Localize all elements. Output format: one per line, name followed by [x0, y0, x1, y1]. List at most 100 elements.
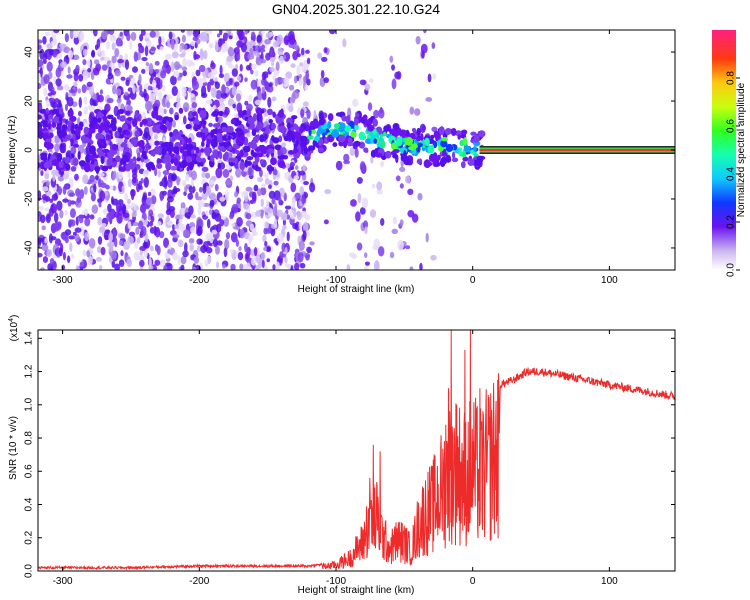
heatmap-cell — [40, 119, 48, 125]
heatmap-cell — [100, 134, 104, 140]
snr-x-label: Height of straight line (km) — [298, 585, 415, 596]
heatmap-cell — [338, 134, 346, 143]
heatmap-cell — [144, 100, 152, 111]
heatmap-cell — [198, 64, 206, 73]
heatmap-cell — [141, 145, 146, 151]
heatmap-cell — [359, 207, 366, 215]
heatmap-cell — [279, 125, 286, 134]
heatmap-cell — [189, 93, 195, 98]
heatmap-cell — [124, 91, 129, 96]
heatmap-cell — [376, 189, 383, 195]
heatmap-cell — [282, 132, 286, 138]
heatmap-cell — [239, 64, 243, 72]
heatmap-cell — [225, 179, 232, 186]
heatmap-cell — [332, 142, 338, 148]
heatmap-cell — [38, 126, 43, 132]
heatmap-cell — [242, 202, 250, 210]
heatmap-cell — [285, 162, 291, 169]
heatmap-cell — [83, 163, 91, 173]
heatmap-cell — [42, 132, 50, 140]
heatmap-cell — [251, 229, 257, 236]
heatmap-cell — [68, 120, 72, 125]
heatmap-cell — [389, 55, 394, 63]
heatmap-cell — [45, 214, 51, 224]
heatmap-cell — [242, 145, 251, 153]
snr-y-label: SNR (10 * v/v) — [8, 416, 19, 480]
heatmap-cell — [192, 30, 200, 38]
heatmap-cell — [156, 221, 162, 227]
heatmap-cell — [141, 57, 148, 62]
heatmap-cell — [278, 196, 282, 204]
heatmap-cell — [256, 34, 262, 43]
heatmap-cell — [274, 144, 281, 151]
heatmap-cell — [347, 137, 353, 143]
heatmap-cell — [202, 76, 207, 83]
heatmap-cell — [132, 66, 138, 73]
heatmap-cell — [188, 205, 194, 215]
heatmap-cell — [279, 251, 284, 259]
heatmap-cell — [195, 191, 199, 199]
snr-y-tick-label: 0.8 — [24, 431, 35, 445]
heatmap-cell — [58, 248, 63, 257]
heatmap-cell — [171, 120, 177, 128]
heatmap-cell — [255, 57, 260, 65]
heatmap-cell — [430, 134, 435, 140]
heatmap-cell — [260, 212, 264, 219]
heatmap-cell — [75, 127, 81, 137]
heatmap-cell — [175, 64, 183, 69]
spectrogram-y-tick-label: 20 — [24, 95, 35, 107]
heatmap-cell — [139, 259, 145, 267]
heatmap-cell — [66, 255, 71, 264]
heatmap-cell — [142, 169, 149, 178]
heatmap-cell — [106, 41, 111, 50]
heatmap-cell — [82, 249, 87, 257]
heatmap-cell — [254, 99, 262, 106]
heatmap-cell — [137, 152, 141, 159]
colorbar-tick-label: 0.4 — [726, 167, 737, 181]
heatmap-cell — [256, 152, 264, 158]
heatmap-cell — [138, 45, 145, 54]
heatmap-cell — [343, 153, 350, 162]
heatmap-cell — [234, 191, 239, 198]
heatmap-cell — [255, 107, 263, 116]
heatmap-cell — [350, 131, 357, 138]
heatmap-cell — [110, 185, 114, 190]
heatmap-cell — [195, 155, 201, 162]
heatmap-cell — [38, 237, 44, 243]
heatmap-cell — [181, 66, 188, 72]
heatmap-cell — [45, 99, 50, 107]
heatmap-cell — [182, 115, 187, 125]
heatmap-cell — [181, 180, 187, 188]
heatmap-cell — [169, 131, 173, 138]
heatmap-cell — [157, 159, 163, 164]
heatmap-cell — [69, 138, 74, 143]
heatmap-cell — [367, 102, 373, 111]
heatmap-cell — [86, 81, 93, 87]
heatmap-cell — [98, 172, 105, 177]
heatmap-cell — [106, 114, 114, 120]
heatmap-cell — [214, 183, 219, 192]
heatmap-cell — [376, 181, 383, 191]
heatmap-cell — [145, 62, 150, 67]
heatmap-cell — [96, 38, 101, 49]
heatmap-cell — [270, 157, 277, 166]
heatmap-cell — [273, 41, 280, 48]
snr-y-ticks: 0.0 0.2 0.4 0.6 0.8 1.0 1.2 1.4 — [24, 331, 675, 578]
heatmap-cell — [234, 149, 240, 155]
heatmap-cell — [163, 237, 169, 248]
heatmap-cell — [128, 231, 136, 237]
heatmap-cell — [219, 64, 223, 76]
heatmap-cell — [143, 176, 149, 188]
heatmap-cell — [294, 165, 299, 171]
heatmap-cell — [75, 64, 80, 74]
heatmap-cell — [226, 55, 234, 63]
colorbar-tick-label: 0.2 — [726, 215, 737, 229]
heatmap-cell — [89, 85, 95, 96]
heatmap-cell — [260, 198, 265, 208]
heatmap-cell — [312, 139, 318, 147]
heatmap-cell — [181, 138, 185, 146]
heatmap-cell — [87, 255, 93, 266]
heatmap-cell — [451, 157, 459, 163]
heatmap-cell — [135, 86, 140, 93]
